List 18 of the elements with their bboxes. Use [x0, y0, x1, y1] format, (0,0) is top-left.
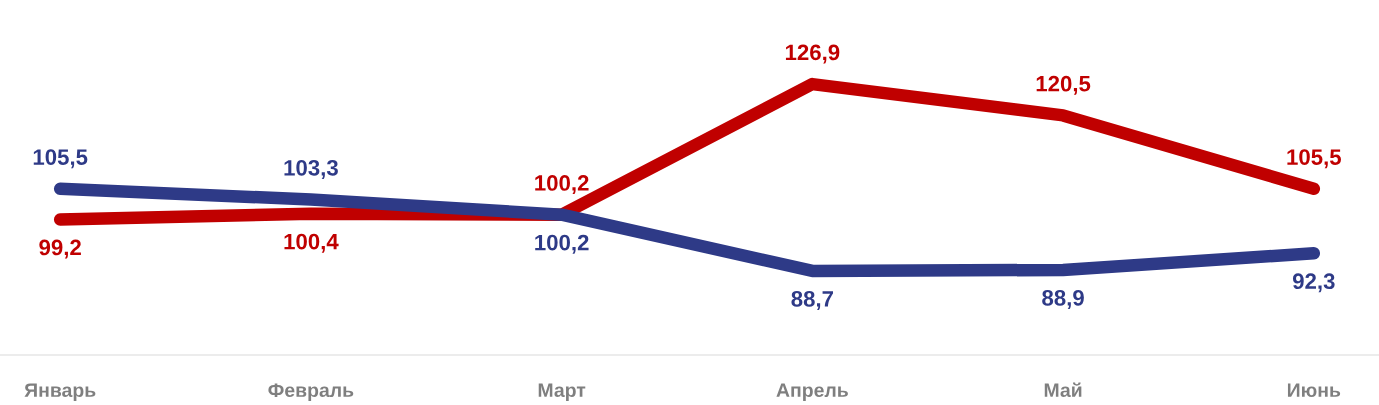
data-label: 88,9 [1042, 289, 1084, 309]
x-tick-label: Июнь [1287, 383, 1341, 398]
x-tick-label: Май [1044, 382, 1082, 398]
data-label: 120,5 [1036, 75, 1091, 95]
data-label: 100,2 [535, 234, 589, 254]
data-label: 100,2 [535, 175, 589, 195]
data-label: 126,9 [785, 44, 840, 64]
x-tick-label: Январь [24, 383, 96, 401]
data-label: 88,7 [791, 290, 834, 310]
x-tick-label: Февраль [268, 383, 354, 401]
x-tick-label: Март [538, 383, 586, 401]
data-label: 92,3 [1292, 273, 1335, 293]
data-label: 105,5 [1287, 149, 1341, 169]
data-label: 100,4 [284, 233, 339, 253]
data-label: 105,5 [33, 149, 88, 169]
data-label: 99,2 [39, 239, 81, 259]
x-tick-label: Апрель [776, 383, 848, 401]
data-label: 103,3 [284, 159, 338, 179]
